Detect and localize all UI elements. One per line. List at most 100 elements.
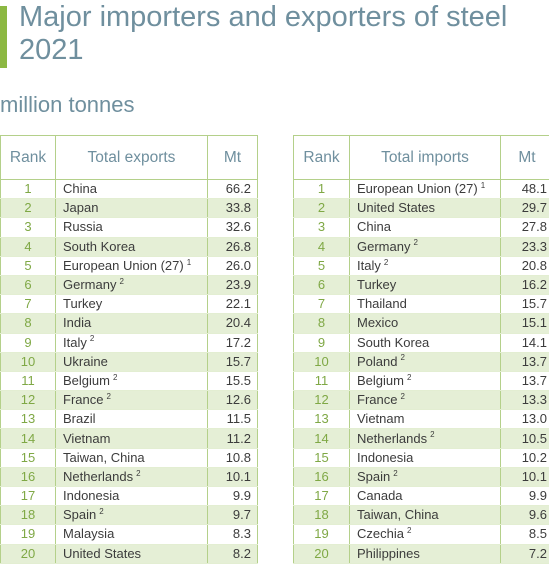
rank-cell: 14 bbox=[294, 429, 350, 448]
rank-cell: 12 bbox=[294, 391, 350, 410]
tonnage-cell: 33.8 bbox=[208, 199, 258, 218]
country-name: India bbox=[63, 315, 91, 330]
footnote-marker: 2 bbox=[384, 258, 388, 267]
tonnage-cell: 15.1 bbox=[501, 314, 549, 333]
exports-value-header: Mt bbox=[208, 136, 258, 180]
rank-cell: 18 bbox=[1, 506, 56, 525]
rank-cell: 9 bbox=[1, 333, 56, 352]
footnote-marker: 1 bbox=[481, 181, 485, 190]
rank-cell: 3 bbox=[1, 218, 56, 237]
rank-cell: 10 bbox=[1, 352, 56, 371]
country-cell: United States bbox=[56, 544, 208, 563]
tonnage-cell: 14.1 bbox=[501, 333, 549, 352]
country-name: Indonesia bbox=[357, 450, 413, 465]
rank-cell: 12 bbox=[1, 391, 56, 410]
rank-cell: 20 bbox=[1, 544, 56, 563]
country-cell: Turkey bbox=[350, 275, 501, 294]
rank-cell: 15 bbox=[294, 448, 350, 467]
rank-cell: 20 bbox=[294, 544, 350, 563]
unit-subtitle: million tonnes bbox=[0, 92, 135, 118]
rank-cell: 11 bbox=[294, 371, 350, 390]
footnote-marker: 2 bbox=[413, 238, 417, 247]
country-cell: Canada bbox=[350, 487, 501, 506]
rank-cell: 17 bbox=[294, 487, 350, 506]
tonnage-cell: 26.8 bbox=[208, 237, 258, 256]
title-accent-bar bbox=[0, 6, 7, 68]
footnote-marker: 2 bbox=[407, 373, 411, 382]
table-row: 4 South Korea 26.8 bbox=[1, 237, 258, 256]
country-cell: Vietnam bbox=[56, 429, 208, 448]
tonnage-cell: 8.2 bbox=[208, 544, 258, 563]
footnote-marker: 2 bbox=[136, 469, 140, 478]
rank-cell: 13 bbox=[1, 410, 56, 429]
country-cell: European Union (27)1 bbox=[56, 256, 208, 275]
country-name: China bbox=[63, 181, 97, 196]
rank-cell: 3 bbox=[294, 218, 350, 237]
country-name: Netherlands bbox=[63, 469, 133, 484]
tonnage-cell: 10.1 bbox=[208, 467, 258, 486]
table-row: 2 Japan 33.8 bbox=[1, 199, 258, 218]
tonnage-cell: 7.2 bbox=[501, 544, 549, 563]
tonnage-cell: 11.2 bbox=[208, 429, 258, 448]
country-cell: United States bbox=[350, 199, 501, 218]
country-cell: Japan bbox=[56, 199, 208, 218]
country-name: South Korea bbox=[63, 239, 135, 254]
footnote-marker: 2 bbox=[99, 507, 103, 516]
country-cell: China bbox=[56, 180, 208, 199]
imports-rank-header: Rank bbox=[294, 136, 350, 180]
tonnage-cell: 10.8 bbox=[208, 448, 258, 467]
country-name: Thailand bbox=[357, 296, 407, 311]
country-cell: Taiwan, China bbox=[56, 448, 208, 467]
imports-value-header: Mt bbox=[501, 136, 549, 180]
tonnage-cell: 13.3 bbox=[501, 391, 549, 410]
exports-name-header: Total exports bbox=[56, 136, 208, 180]
country-cell: Turkey bbox=[56, 295, 208, 314]
footnote-marker: 2 bbox=[400, 353, 404, 362]
tonnage-cell: 10.2 bbox=[501, 448, 549, 467]
rank-cell: 15 bbox=[1, 448, 56, 467]
rank-cell: 7 bbox=[1, 295, 56, 314]
tonnage-cell: 32.6 bbox=[208, 218, 258, 237]
rank-cell: 13 bbox=[294, 410, 350, 429]
rank-cell: 1 bbox=[1, 180, 56, 199]
footnote-marker: 1 bbox=[187, 258, 191, 267]
tonnage-cell: 20.4 bbox=[208, 314, 258, 333]
country-name: China bbox=[357, 219, 391, 234]
tonnage-cell: 15.7 bbox=[501, 295, 549, 314]
country-name: Netherlands bbox=[357, 431, 427, 446]
country-name: United States bbox=[63, 546, 141, 561]
rank-cell: 2 bbox=[1, 199, 56, 218]
country-name: Turkey bbox=[63, 296, 102, 311]
rank-cell: 4 bbox=[1, 237, 56, 256]
rank-cell: 18 bbox=[294, 506, 350, 525]
country-name: Japan bbox=[63, 200, 98, 215]
tonnage-cell: 66.2 bbox=[208, 180, 258, 199]
tonnage-cell: 11.5 bbox=[208, 410, 258, 429]
tonnage-cell: 16.2 bbox=[501, 275, 549, 294]
country-name: France bbox=[63, 392, 103, 407]
rank-cell: 9 bbox=[294, 333, 350, 352]
country-name: Turkey bbox=[357, 277, 396, 292]
rank-cell: 11 bbox=[1, 371, 56, 390]
